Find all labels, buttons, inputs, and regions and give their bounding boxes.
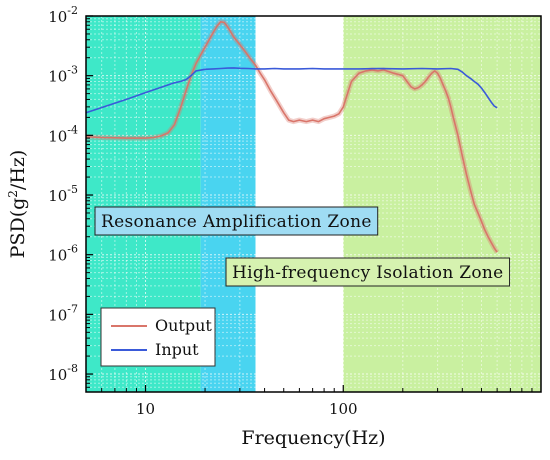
- y-tick-label-6: 10-2: [48, 4, 78, 26]
- y-tick-label-1: 10-7: [48, 302, 78, 324]
- y-tick-label-5: 10-3: [48, 64, 78, 86]
- resonance-zone-label: Resonance Amplification Zone: [94, 206, 379, 236]
- x-axis-title: Frequency(Hz): [241, 427, 385, 449]
- axis-ticks: 10 100 10-8 10-7 10-6 10-5 10-4 10-3 10-2: [48, 4, 533, 418]
- x-tick-label-0: 10: [136, 400, 155, 418]
- y-axis-title-prefix: PSD(g: [7, 198, 29, 259]
- isolation-zone-label-text: High-frequency Isolation Zone: [232, 263, 504, 283]
- y-axis-title-suffix: /Hz): [7, 150, 29, 190]
- legend: Output Input: [100, 307, 216, 367]
- y-tick-label-2: 10-6: [48, 243, 78, 265]
- resonance-zone-label-box: [94, 206, 379, 236]
- isolation-zone-label-box: [225, 257, 511, 287]
- legend-label-output: Output: [155, 316, 212, 335]
- series-lines: [85, 19, 500, 254]
- resonance-zone-label-text: Resonance Amplification Zone: [101, 212, 372, 232]
- y-tick-label-3: 10-5: [48, 183, 78, 205]
- y-axis-title: PSD(g2/Hz): [6, 150, 29, 259]
- legend-box: [100, 307, 216, 367]
- y-tick-label-0: 10-8: [48, 362, 78, 384]
- x-tick-label-1: 100: [329, 400, 358, 418]
- legend-label-input: Input: [155, 340, 199, 359]
- series-line-output: [85, 21, 498, 253]
- y-axis-title-superscript: 2: [6, 190, 20, 198]
- y-tick-label-4: 10-4: [48, 123, 78, 145]
- series-line-input: [85, 67, 498, 114]
- isolation-zone-label: High-frequency Isolation Zone: [225, 257, 511, 287]
